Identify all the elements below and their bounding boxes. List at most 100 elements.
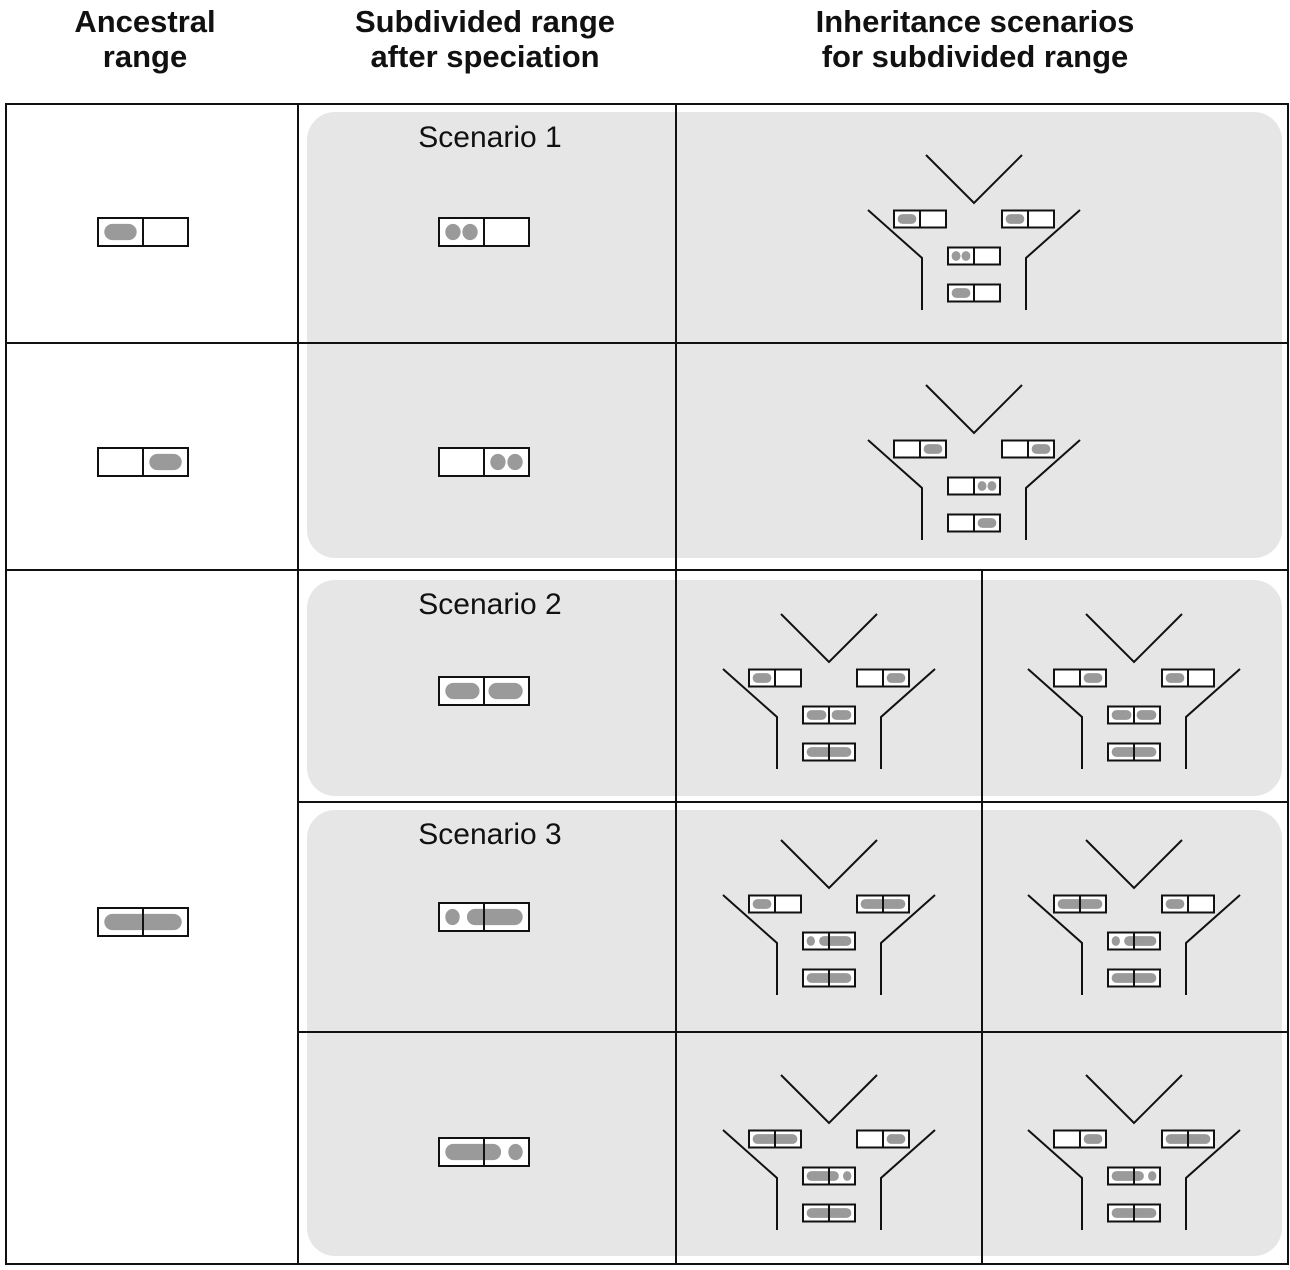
header-subdivided-range: Subdivided range after speciation [300,4,670,74]
tree-scenario-3-right [1027,839,1241,995]
range-mark [1111,710,1132,720]
tree-scenario-2-left [722,613,936,769]
header-subdivided-line-2: after speciation [370,39,600,74]
tree-node-range [802,705,856,725]
tree-node-range [947,476,1001,496]
tree-daughter-left-range [748,1129,802,1149]
range-mark [806,710,827,720]
range-mark [977,481,987,491]
tree-daughter-right-range [856,894,910,914]
tree-ancestor-range [802,1203,856,1223]
range-mark [508,1143,523,1161]
tree-daughter-v [1085,1074,1183,1125]
tree-left-branch [867,439,923,540]
range-mark [1124,936,1157,946]
tree-node-range [1107,705,1161,725]
tree-left-branch [722,668,778,769]
ancestral-range-b [97,447,189,477]
tree-daughter-right-range [1161,668,1215,688]
range-mark [1083,1134,1103,1144]
tree-scenario-3-left [722,839,936,995]
tree-right-branch [1025,439,1081,540]
range-mark [886,673,906,683]
range-mark [445,908,460,926]
tree-scenario-1-a [867,154,1081,310]
range-mark [445,223,461,241]
subdivided-range-a-plus-ab [438,902,530,932]
range-mark [951,288,971,298]
table-border [5,103,1289,1265]
range-mark [466,908,523,926]
range-mark [951,251,961,261]
header-ancestral-line-1: Ancestral [74,4,216,39]
scenario-3-label: Scenario 3 [418,818,561,851]
tree-daughter-right-range [856,668,910,688]
range-mark [886,1134,906,1144]
tree-daughter-left-range [893,209,947,229]
tree-daughter-right-range [1001,439,1055,459]
tree-left-branch [722,1129,778,1230]
header-ancestral-range: Ancestral range [10,4,280,74]
range-mark [987,481,997,491]
tree-left-branch [1027,668,1083,769]
tree-daughter-right-range [1001,209,1055,229]
range-mark [752,673,772,683]
range-mark [1148,1171,1157,1181]
range-mark [977,518,997,528]
range-mark [752,899,772,909]
range-mark [806,1171,839,1181]
tree-scenario-1-b [867,384,1081,540]
tree-daughter-v [780,613,878,664]
tree-daughter-v [1085,613,1183,664]
tree-right-branch [1185,894,1241,995]
header-inheritance-line-1: Inheritance scenarios [815,4,1135,39]
scenario-1-label: Scenario 1 [418,121,561,154]
scenario-1-panel [307,112,1282,558]
tree-ancestor-range [802,968,856,988]
header-inheritance-scenarios: Inheritance scenarios for subdivided ran… [680,4,1270,74]
range-mark [104,223,137,241]
range-mark [843,1171,852,1181]
tree-daughter-v [925,154,1023,205]
tree-right-branch [880,894,936,995]
tree-left-branch [867,209,923,310]
subdivided-range-a [438,217,530,247]
range-mark [1136,710,1157,720]
tree-node-range [802,1166,856,1186]
range-mark [488,682,523,700]
range-mark [490,453,506,471]
tree-left-branch [722,894,778,995]
range-mark [806,936,815,946]
header-subdivided-line-1: Subdivided range [354,4,616,39]
range-mark [507,453,523,471]
range-mark [897,214,917,224]
tree-daughter-v [925,384,1023,435]
subdivided-range-ab-plus-b [438,1137,530,1167]
range-mark [1005,214,1025,224]
tree-daughter-right-range [856,1129,910,1149]
tree-daughter-left-range [1053,894,1107,914]
range-mark [1031,444,1051,454]
header-ancestral-line-2: range [102,39,188,74]
tree-node-range [802,931,856,951]
scenario-2-label: Scenario 2 [418,588,561,621]
range-mark [923,444,943,454]
range-mark [831,710,852,720]
tree-ancestor-range [1107,968,1161,988]
tree-ancestor-range [1107,1203,1161,1223]
tree-scenario-2-right [1027,613,1241,769]
scenario-2-panel [307,580,1282,796]
tree-daughter-right-range [1161,1129,1215,1149]
range-mark [1083,673,1103,683]
tree-left-branch [1027,1129,1083,1230]
range-mark [1165,899,1185,909]
subdivided-range-a-plus-b [438,676,530,706]
header-inheritance-line-2: for subdivided range [821,39,1129,74]
tree-ancestor-range [1107,742,1161,762]
range-mark [1111,936,1120,946]
tree-daughter-left-range [748,668,802,688]
tree-right-branch [1185,1129,1241,1230]
tree-ancestor-range [802,742,856,762]
tree-scenario-3b-left [722,1074,936,1230]
